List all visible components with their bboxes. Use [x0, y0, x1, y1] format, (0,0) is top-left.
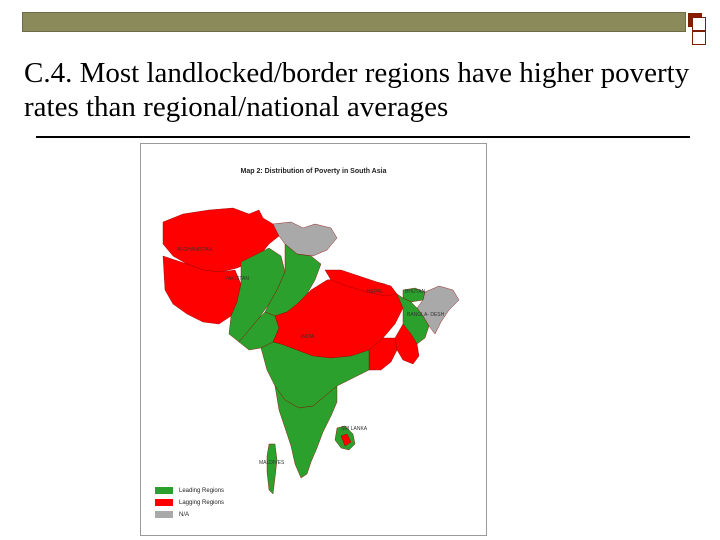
legend-item: Leading Regions [155, 486, 224, 495]
title-decoration-bar [22, 12, 686, 32]
legend-label: Leading Regions [179, 487, 225, 494]
legend-item: N/A [155, 510, 224, 519]
legend-label: N/A [179, 511, 190, 518]
decoration-square [692, 17, 706, 31]
label-pakistan: PAKISTAN [225, 276, 249, 282]
decoration-squares [688, 13, 708, 45]
region-maldives [266, 443, 278, 495]
legend-item: Lagging Regions [155, 498, 224, 507]
region-east-india [368, 337, 398, 371]
label-bhutan: BHUTAN [405, 289, 426, 295]
title-underline [36, 136, 690, 138]
poverty-map: Map 2: Distribution of Poverty in South … [140, 143, 487, 536]
legend-swatch [155, 511, 173, 518]
region-kashmir [272, 221, 338, 257]
map-title: Map 2: Distribution of Poverty in South … [240, 168, 387, 175]
decoration-square [692, 31, 706, 45]
region-sri-lanka-lagging [340, 433, 352, 447]
region-northeast [416, 285, 460, 335]
legend-label: Lagging Regions [179, 499, 225, 506]
map-legend: Leading Regions Lagging Regions N/A [155, 486, 224, 522]
label-sri-lanka: SRI LANKA [341, 426, 368, 432]
legend-swatch [155, 499, 173, 506]
label-maldives: MALDIVES [259, 460, 285, 466]
region-northeast-green [396, 293, 430, 345]
map-graphic: AFGHANISTAN PAKISTAN NEPAL BHUTAN BANGLA… [162, 207, 460, 495]
label-afghanistan: AFGHANISTAN [177, 247, 213, 253]
slide-title: C.4. Most landlocked/border regions have… [24, 57, 690, 123]
label-india: INDIA [301, 334, 315, 340]
legend-swatch [155, 487, 173, 494]
label-bangladesh: BANGLA- DESH [407, 312, 445, 318]
label-nepal: NEPAL [367, 289, 383, 295]
region-south-india [274, 385, 338, 479]
